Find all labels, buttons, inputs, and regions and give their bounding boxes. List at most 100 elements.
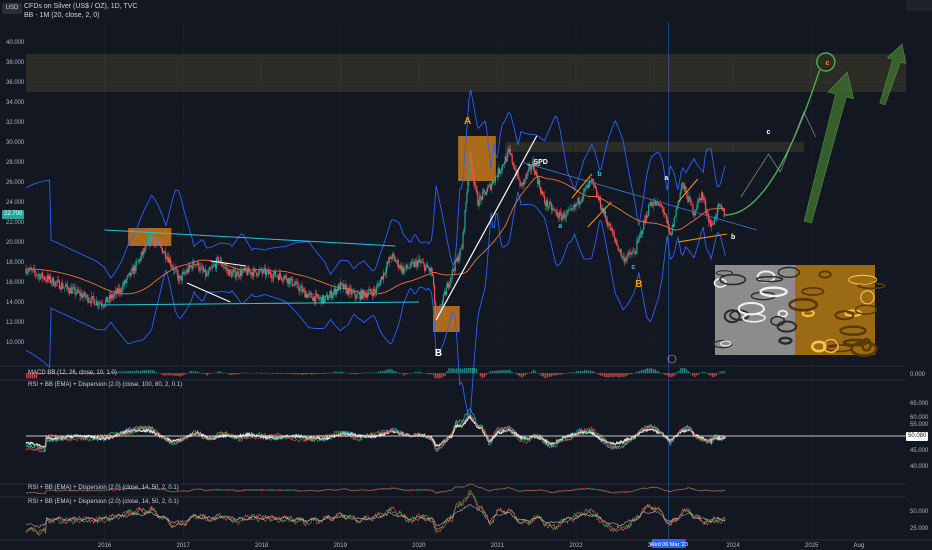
- candle-body: [427, 264, 429, 268]
- candle-body: [648, 205, 650, 216]
- macd-bar: [224, 372, 226, 374]
- candle-body: [64, 286, 66, 287]
- macd-bar: [377, 371, 380, 374]
- macd-bar: [37, 373, 40, 375]
- macd-bar: [59, 373, 61, 374]
- macd-bar: [255, 372, 258, 374]
- macd-bar: [216, 372, 218, 374]
- macd-bar: [136, 370, 138, 374]
- candle-body: [463, 228, 465, 233]
- candle-body: [529, 165, 531, 168]
- macd-bar: [354, 373, 356, 375]
- macd-bar: [436, 373, 438, 379]
- candle-body: [672, 225, 674, 227]
- candle-body: [29, 267, 31, 270]
- macd-bar: [619, 373, 621, 378]
- candle-body: [680, 188, 682, 194]
- candle-body: [273, 270, 276, 275]
- silver-chain: [737, 302, 765, 316]
- crosshair-date-bg: [651, 539, 686, 548]
- candle-body: [354, 291, 356, 297]
- candle-body: [290, 277, 292, 280]
- candle-body: [157, 241, 160, 244]
- macd-bar: [475, 368, 478, 374]
- macd-bar: [295, 373, 297, 375]
- candle-body: [275, 275, 278, 277]
- macd-bar: [285, 373, 287, 375]
- candle-body: [287, 277, 289, 284]
- macd-bar: [552, 373, 554, 376]
- macd-bar: [605, 373, 607, 378]
- macd-bar: [214, 372, 216, 374]
- y-tick-label: 32.000: [6, 120, 25, 126]
- candle-body: [236, 271, 238, 276]
- candle-body: [470, 152, 472, 163]
- candle-body: [111, 294, 114, 298]
- candle-body: [512, 162, 514, 166]
- candle-body: [444, 291, 446, 296]
- macd-bar: [438, 373, 440, 379]
- candle-body: [574, 205, 576, 207]
- candle-body: [564, 217, 566, 219]
- candle-body: [50, 282, 53, 283]
- candle-body: [103, 305, 106, 307]
- macd-bar: [554, 373, 556, 376]
- macd-bar: [566, 373, 568, 374]
- candle-body: [711, 223, 714, 225]
- candle-body: [229, 269, 231, 273]
- macd-bar: [723, 371, 725, 374]
- candle-body: [351, 291, 353, 295]
- candle-body: [314, 296, 316, 302]
- rsi-axis-label: 60.000: [910, 415, 929, 421]
- candle-body: [155, 242, 157, 245]
- candle-body: [276, 275, 279, 277]
- macd-bar: [471, 368, 474, 374]
- candle-body: [681, 182, 683, 189]
- candle-body: [261, 268, 263, 272]
- macd-bar: [682, 368, 684, 374]
- candle-body: [177, 274, 179, 282]
- candle-body: [249, 271, 251, 273]
- candle-body: [405, 264, 407, 269]
- candle-body: [647, 215, 649, 218]
- macd-bar: [98, 373, 101, 375]
- macd-bar: [33, 373, 36, 379]
- macd-bar: [192, 371, 195, 374]
- macd-bar: [45, 373, 48, 374]
- candle-body: [685, 186, 687, 192]
- macd-bar: [88, 373, 91, 375]
- candle-body: [251, 272, 253, 275]
- macd-bar: [320, 373, 323, 374]
- macd-bar: [31, 373, 34, 379]
- candle-body: [543, 195, 546, 203]
- silver-chain: [778, 336, 793, 345]
- macd-bar: [399, 373, 401, 374]
- candle-body: [349, 287, 351, 289]
- candle-body: [464, 210, 466, 229]
- candle-body: [107, 300, 110, 303]
- macd-bar: [86, 373, 89, 375]
- macd-bar: [409, 373, 411, 374]
- candle-body: [345, 285, 347, 294]
- candle-body: [583, 188, 585, 197]
- candle-body: [433, 285, 436, 304]
- candle-body: [206, 273, 208, 277]
- x-tick-label: 2022: [569, 543, 583, 549]
- macd-bar: [122, 371, 124, 374]
- candle-body: [700, 197, 702, 200]
- candle-body: [294, 284, 296, 285]
- wave-annotations: A B B SPD a b c a b c c: [435, 60, 830, 359]
- candle-body: [358, 293, 360, 294]
- symbol-badge[interactable]: USD: [2, 3, 22, 14]
- candle-body: [379, 279, 382, 286]
- candle-body: [556, 211, 558, 217]
- wave-line: [587, 201, 612, 228]
- macd-bar: [116, 372, 118, 374]
- candle-body: [271, 278, 274, 279]
- candle-body: [591, 178, 593, 181]
- candle-body: [234, 269, 236, 278]
- candle-body: [178, 277, 180, 282]
- macd-bar: [548, 373, 550, 377]
- macd-bar: [183, 373, 185, 375]
